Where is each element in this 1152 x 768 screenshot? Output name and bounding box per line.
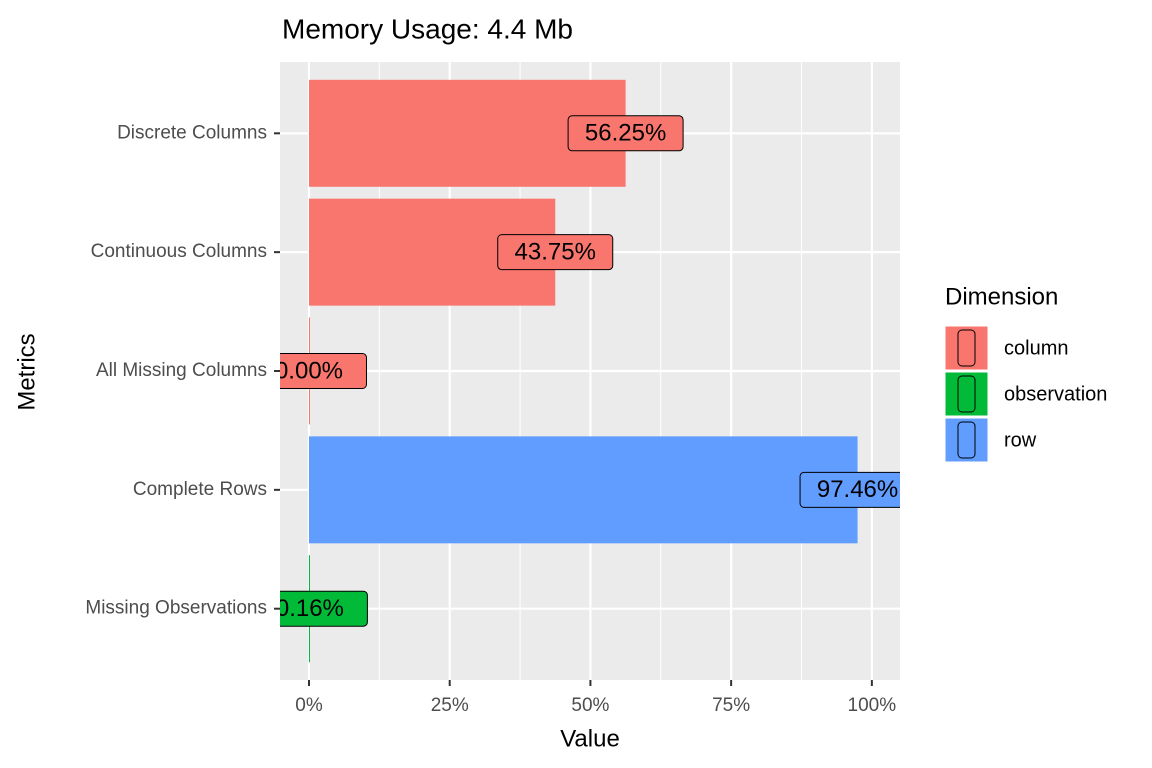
- y-tick-label: Continuous Columns: [91, 241, 267, 262]
- value-label-box: [280, 353, 367, 389]
- legend-key-glyph: [957, 329, 976, 367]
- value-label: 0.16%: [276, 595, 344, 622]
- x-tick-label: 25%: [431, 695, 469, 716]
- y-axis-title: Metrics: [13, 333, 40, 410]
- x-tick-label: 0%: [295, 695, 323, 716]
- y-tick-label: Discrete Columns: [117, 122, 267, 143]
- chart-title: Memory Usage: 4.4 Mb: [282, 13, 573, 44]
- value-label: 56.25%: [585, 120, 666, 147]
- x-tick-label: 100%: [848, 695, 897, 716]
- bar: [308, 436, 858, 544]
- value-label-box: [497, 234, 614, 271]
- legend-key-glyph: [957, 375, 976, 413]
- legend-title: Dimension: [945, 283, 1058, 310]
- value-label: 43.75%: [515, 238, 596, 265]
- y-tick-label: Complete Rows: [133, 479, 267, 500]
- y-tick-label: All Missing Columns: [96, 360, 267, 381]
- x-axis-title: Value: [560, 725, 620, 752]
- value-label-box: [567, 115, 684, 152]
- y-tick-label: Missing Observations: [85, 598, 267, 619]
- legend-key-glyph: [957, 421, 976, 459]
- value-label-box: [280, 590, 368, 627]
- legend-label: column: [1004, 337, 1068, 359]
- legend-label: row: [1004, 429, 1037, 451]
- value-label: 97.46%: [817, 476, 898, 503]
- x-tick-label: 75%: [712, 695, 750, 716]
- x-tick-label: 50%: [571, 695, 609, 716]
- value-label: 0.00%: [275, 357, 343, 384]
- legend-label: observation: [1004, 383, 1107, 405]
- value-label-box: [799, 471, 900, 508]
